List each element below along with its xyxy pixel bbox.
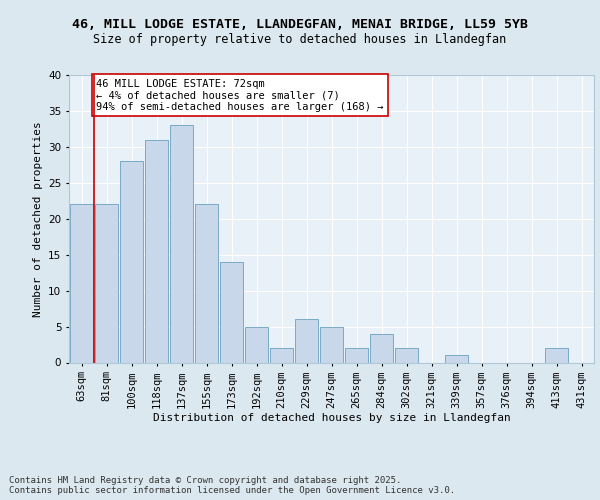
Bar — [245, 326, 268, 362]
Bar — [370, 334, 393, 362]
Bar — [220, 262, 243, 362]
Bar — [320, 326, 343, 362]
Text: Contains HM Land Registry data © Crown copyright and database right 2025.
Contai: Contains HM Land Registry data © Crown c… — [9, 476, 455, 495]
Bar — [120, 161, 143, 362]
Bar — [195, 204, 218, 362]
Bar — [545, 348, 568, 362]
Bar — [170, 126, 193, 362]
Bar — [270, 348, 293, 362]
Text: 46, MILL LODGE ESTATE, LLANDEGFAN, MENAI BRIDGE, LL59 5YB: 46, MILL LODGE ESTATE, LLANDEGFAN, MENAI… — [72, 18, 528, 30]
X-axis label: Distribution of detached houses by size in Llandegfan: Distribution of detached houses by size … — [152, 413, 511, 423]
Bar — [345, 348, 368, 362]
Y-axis label: Number of detached properties: Number of detached properties — [32, 121, 43, 316]
Bar — [295, 320, 318, 362]
Text: Size of property relative to detached houses in Llandegfan: Size of property relative to detached ho… — [94, 32, 506, 46]
Bar — [70, 204, 93, 362]
Bar — [395, 348, 418, 362]
Bar — [95, 204, 118, 362]
Bar — [145, 140, 168, 362]
Bar — [445, 356, 468, 362]
Text: 46 MILL LODGE ESTATE: 72sqm
← 4% of detached houses are smaller (7)
94% of semi-: 46 MILL LODGE ESTATE: 72sqm ← 4% of deta… — [97, 78, 384, 112]
